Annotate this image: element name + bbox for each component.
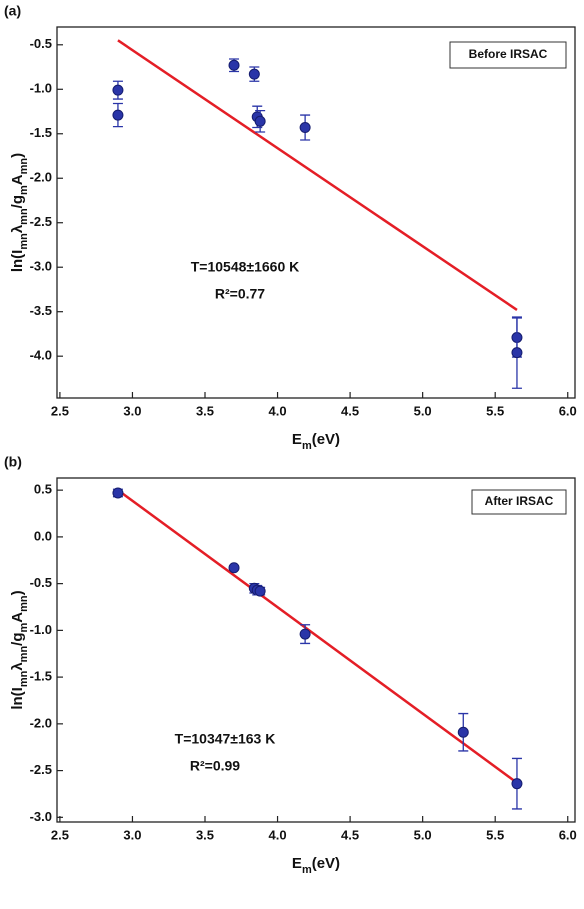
y-label-part: mn [18, 208, 30, 225]
fit-line [117, 489, 518, 784]
x-tick-label: 3.5 [196, 827, 214, 842]
x-label-part: (eV) [312, 431, 340, 448]
data-point [112, 487, 124, 499]
y-label-part: A [9, 174, 26, 185]
data-point [511, 347, 523, 359]
data-point [254, 585, 266, 597]
x-label-part: E [292, 431, 302, 448]
annotation: T=10347±163 K [175, 731, 276, 747]
panel-label: (b) [4, 454, 22, 470]
x-tick-label: 2.5 [51, 827, 69, 842]
x-axis-label: Em(eV) [292, 855, 340, 876]
y-tick-label: -3.5 [30, 303, 52, 318]
y-label-part: /g [9, 632, 26, 645]
y-label-part: ) [9, 153, 26, 158]
x-tick-label: 5.0 [414, 403, 432, 418]
y-axis-label: ln(Imnλmn/gmAmn) [9, 153, 30, 272]
data-point [228, 562, 240, 574]
y-tick-label: -4.0 [30, 348, 52, 363]
fit-line [117, 39, 518, 311]
y-label-part: λ [9, 224, 26, 233]
data-point [112, 109, 124, 121]
x-tick-label: 6.0 [559, 827, 577, 842]
x-tick-label: 5.0 [414, 827, 432, 842]
y-label-part: m [18, 185, 30, 195]
x-tick-label: 5.5 [486, 827, 504, 842]
y-label-part: ) [9, 590, 26, 595]
x-tick-label: 4.0 [269, 827, 287, 842]
data-point [248, 68, 260, 80]
y-label-part: ln(I [9, 687, 26, 710]
legend-text: Before IRSAC [469, 47, 548, 61]
y-label-part: A [9, 612, 26, 623]
x-label-part: m [302, 440, 312, 452]
y-tick-label: -2.5 [30, 214, 52, 229]
y-label-part: λ [9, 662, 26, 671]
x-tick-label: 5.5 [486, 403, 504, 418]
y-tick-label: -1.0 [30, 81, 52, 96]
x-tick-label: 3.0 [123, 827, 141, 842]
y-label-part: mn [18, 158, 30, 175]
annotation: R²=0.77 [215, 286, 265, 302]
y-tick-label: -0.5 [30, 575, 52, 590]
x-tick-label: 6.0 [559, 403, 577, 418]
y-tick-label: -2.0 [30, 715, 52, 730]
annotation: T=10548±1660 K [191, 259, 300, 275]
y-label-part: mn [18, 233, 30, 250]
legend-box [449, 41, 567, 69]
legend-box [471, 489, 567, 515]
y-tick-label: -1.5 [30, 125, 52, 140]
data-point [112, 84, 124, 96]
y-tick-label: -1.5 [30, 669, 52, 684]
y-tick-label: 0.5 [34, 482, 52, 497]
x-tick-label: 4.5 [341, 403, 359, 418]
y-tick-label: -0.5 [30, 36, 52, 51]
data-point [457, 726, 469, 738]
y-label-part: mn [18, 670, 30, 687]
annotation: R²=0.99 [190, 758, 240, 774]
x-tick-label: 4.0 [269, 403, 287, 418]
x-label-part: E [292, 855, 302, 872]
y-tick-label: -3.0 [30, 809, 52, 824]
data-point [228, 59, 240, 71]
plot-frame [56, 477, 576, 823]
x-label-part: (eV) [312, 855, 340, 872]
y-axis-label: ln(Imnλmn/gmAmn) [9, 590, 30, 709]
data-point [299, 122, 311, 134]
x-tick-label: 4.5 [341, 827, 359, 842]
data-point [299, 628, 311, 640]
y-label-part: mn [18, 646, 30, 663]
y-label-part: mn [18, 595, 30, 612]
plot-frame [56, 26, 576, 399]
y-tick-label: -2.0 [30, 170, 52, 185]
panel-label: (a) [4, 3, 21, 19]
y-tick-label: -3.0 [30, 259, 52, 274]
legend-text: After IRSAC [485, 494, 554, 508]
x-tick-label: 2.5 [51, 403, 69, 418]
y-tick-label: 0.0 [34, 528, 52, 543]
y-tick-label: -2.5 [30, 762, 52, 777]
data-point [254, 115, 266, 127]
x-axis-label: Em(eV) [292, 431, 340, 452]
y-label-part: m [18, 622, 30, 632]
data-point [511, 778, 523, 790]
x-label-part: m [302, 864, 312, 876]
x-tick-label: 3.5 [196, 403, 214, 418]
x-tick-label: 3.0 [123, 403, 141, 418]
y-tick-label: -1.0 [30, 622, 52, 637]
y-label-part: /g [9, 195, 26, 208]
y-label-part: ln(I [9, 250, 26, 273]
